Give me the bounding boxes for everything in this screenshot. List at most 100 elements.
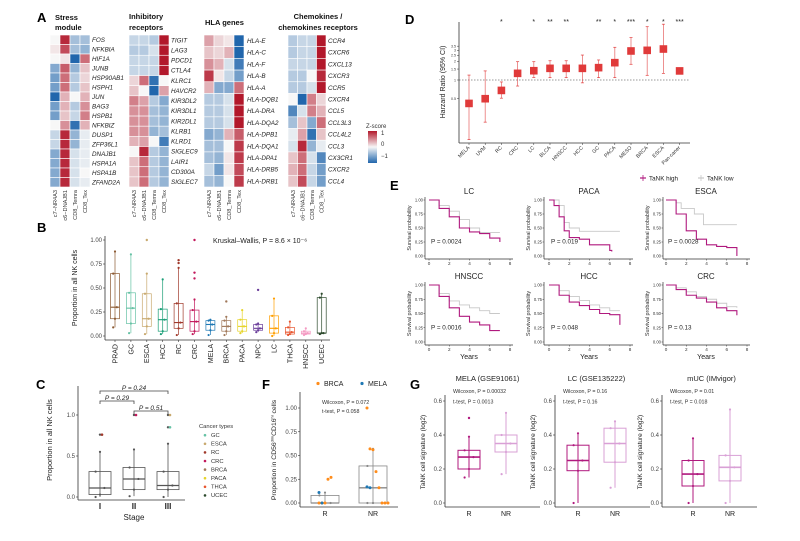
- heatmap-cell: [213, 58, 225, 71]
- data-point: [272, 297, 276, 300]
- column-label: c6−DNAJB1: [63, 190, 69, 221]
- legend-label: CRC: [211, 459, 224, 465]
- heatmap-cell: [69, 82, 81, 93]
- y-tick-label: 0.75: [285, 430, 297, 436]
- heatmap-cell: [306, 34, 317, 47]
- data-point: [166, 488, 170, 491]
- gene-label: SIGLEC7: [171, 179, 198, 186]
- survival-curve-high: [666, 199, 738, 256]
- heatmap-cell: [138, 95, 150, 107]
- heatmap-cell: [203, 116, 215, 129]
- y-tick-label: 2: [454, 60, 456, 64]
- heatmap-cell: [138, 44, 150, 56]
- data-point: [241, 330, 244, 333]
- heatmap-cell: [128, 34, 140, 46]
- gene-label: HIF1A: [92, 56, 110, 63]
- significance-stars: ***: [627, 19, 635, 26]
- data-point: [193, 298, 196, 301]
- x-tick-label: 2: [448, 347, 451, 352]
- heatmap-cell: [223, 151, 235, 164]
- data-point: [129, 322, 132, 325]
- heatmap-cell: [316, 175, 327, 188]
- gene-label: KLRD1: [171, 139, 191, 146]
- data-point: [317, 491, 321, 495]
- heatmap-cell: [128, 105, 140, 117]
- data-point: [113, 317, 117, 320]
- heatmap-cell: [233, 163, 245, 176]
- x-tick-label: 8: [629, 261, 632, 266]
- heatmap-cell: [213, 81, 225, 94]
- x-tick-label: PRAD: [112, 344, 119, 363]
- gene-label: CXCR3: [328, 73, 350, 80]
- x-tick-label: 0: [428, 261, 431, 266]
- y-tick-label: 0.00: [653, 340, 662, 345]
- x-tick-label: 6: [488, 347, 491, 352]
- gene-label: HLA-DQA1: [247, 143, 279, 150]
- heatmap-cell: [287, 58, 298, 71]
- gene-label: CCL5: [328, 108, 345, 115]
- gene-label: CCR5: [328, 85, 346, 92]
- outlier-point: [193, 238, 196, 242]
- data-point: [302, 330, 306, 333]
- heatmap-cell: [306, 93, 317, 106]
- y-axis-label: Proportion in CD56dimCD16hi cells: [270, 399, 279, 500]
- heatmap-cell: [128, 166, 140, 178]
- stat-test-label: Wilcoxon, P = 0.16: [563, 389, 607, 395]
- y-tick-label: 0.75: [653, 212, 662, 217]
- survival-curve-low: [666, 284, 738, 308]
- heatmap-cell: [148, 105, 160, 117]
- y-tick-label: 1.00: [534, 283, 543, 288]
- heatmap-title: receptors: [129, 23, 163, 32]
- p-value-label: P = 0.13: [668, 324, 692, 331]
- heatmap-cell: [59, 101, 71, 112]
- heatmap-cell: [69, 158, 81, 169]
- data-point: [147, 317, 150, 320]
- data-point: [132, 448, 136, 451]
- x-tick-label: NR: [368, 511, 378, 518]
- x-tick-label: NR: [725, 511, 735, 518]
- data-point: [207, 319, 210, 322]
- heatmap-cell: [158, 166, 170, 178]
- heatmap-title: Inhibitory: [129, 12, 164, 21]
- gene-label: HSP90AB1: [92, 75, 124, 82]
- gene-label: DNAJB1: [92, 151, 116, 158]
- heatmap-cell: [213, 163, 225, 176]
- data-point: [177, 266, 180, 269]
- significance-stars: **: [563, 19, 569, 26]
- data-point: [162, 470, 165, 473]
- x-tick-label: 0: [548, 261, 551, 266]
- legend-label: GC: [211, 433, 220, 439]
- legend-label: TaNK high: [649, 176, 679, 183]
- y-tick-label: 0.50: [285, 454, 297, 460]
- heatmap-cell: [233, 69, 245, 83]
- y-tick-label: 0.75: [653, 297, 662, 302]
- x-axis-label: Years: [580, 354, 598, 361]
- y-tick-label: 0.25: [653, 240, 662, 245]
- heatmap-cell: [59, 129, 71, 140]
- heatmap-cell: [79, 148, 91, 159]
- plot-title: CRC: [697, 272, 715, 281]
- survival-curve-low: [429, 284, 500, 314]
- heatmap-cell: [59, 82, 71, 93]
- outlier-point: [467, 416, 471, 420]
- heatmap-cell: [79, 53, 91, 64]
- data-point: [728, 479, 732, 482]
- x-tick-label: NPC: [256, 344, 263, 359]
- y-tick-label: 0.75: [534, 212, 543, 217]
- heatmap-cell: [316, 151, 327, 164]
- heatmap-cell: [69, 129, 81, 140]
- y-tick-label: 0.2: [544, 467, 553, 473]
- y-axis-label: TaNK cell signature (log2): [530, 415, 537, 489]
- data-point: [239, 318, 242, 321]
- heatmap-cell: [297, 93, 308, 106]
- outlier-point: [177, 261, 180, 265]
- data-point: [255, 323, 258, 326]
- stat-test-label: t-test, P = 0.16: [563, 400, 598, 406]
- data-point: [171, 484, 174, 487]
- data-point: [576, 469, 580, 472]
- heatmap-cell: [287, 46, 298, 59]
- heatmap-cell: [233, 175, 245, 188]
- heatmap-cell: [203, 163, 215, 176]
- heatmap-cell: [138, 75, 150, 86]
- y-tick-label: 0.25: [534, 240, 543, 245]
